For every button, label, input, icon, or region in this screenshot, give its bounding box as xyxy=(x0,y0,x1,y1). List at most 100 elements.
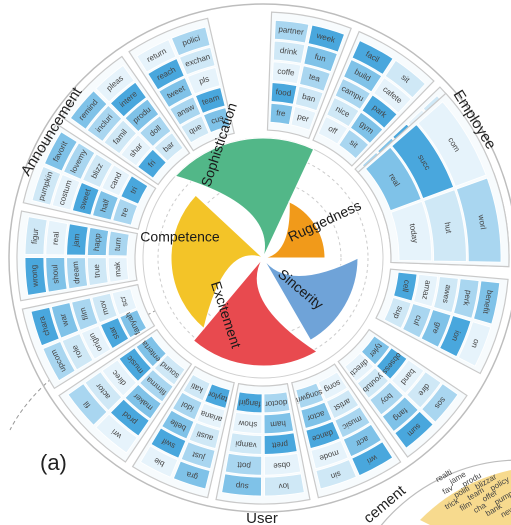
cluster-word: tri xyxy=(128,185,139,195)
cluster-word: just xyxy=(190,449,206,462)
word-cell xyxy=(263,452,302,476)
word-cell xyxy=(270,82,298,105)
word-cell xyxy=(158,77,193,108)
word-cell xyxy=(338,128,370,160)
word-cell xyxy=(457,321,492,367)
word-cell xyxy=(290,106,317,131)
word-cluster: facilsitbuildcafetecampuparknicegymoffsi… xyxy=(312,30,435,167)
word-cell xyxy=(453,278,480,319)
word-cluster: wrisinactrmodemusicdanceartistactorsongs… xyxy=(291,363,402,499)
word-cell xyxy=(300,401,333,429)
word-cell xyxy=(67,383,108,426)
word-cell xyxy=(69,90,108,130)
word-cell xyxy=(112,197,138,226)
word-cell xyxy=(103,119,138,155)
word-cell xyxy=(224,452,263,476)
word-cell xyxy=(150,427,187,459)
cluster-word: tea xyxy=(308,72,322,84)
cluster-frame xyxy=(337,328,468,458)
word-cell xyxy=(147,58,185,91)
word-cell xyxy=(315,459,357,490)
word-cell xyxy=(24,257,47,296)
word-cell xyxy=(421,383,459,423)
cluster-word: vampi xyxy=(235,439,257,450)
word-cell xyxy=(351,40,394,75)
cluster-word: figur xyxy=(30,228,40,245)
cluster-word: half xyxy=(99,197,112,213)
cluster-word: film xyxy=(78,306,90,321)
word-cell xyxy=(369,381,404,416)
word-cell xyxy=(95,64,135,103)
word-cell xyxy=(118,347,152,382)
word-cell xyxy=(87,227,110,256)
word-cell xyxy=(342,423,382,458)
cluster-word: hut xyxy=(443,222,454,235)
word-cell xyxy=(393,271,418,302)
word-cell xyxy=(84,371,123,412)
word-cell xyxy=(307,24,345,53)
word-cell xyxy=(124,98,160,133)
word-cell xyxy=(139,115,172,147)
word-cell xyxy=(44,131,78,172)
word-cell xyxy=(235,391,263,414)
word-cell xyxy=(139,445,179,478)
cluster-word: show xyxy=(238,419,258,430)
word-cell xyxy=(187,66,221,95)
word-cluster: lov sup obse pott prett vampi ham show doctorfan… xyxy=(215,382,311,505)
cluster-word: pott xyxy=(236,460,251,470)
word-cell xyxy=(228,432,263,455)
word-cluster: returnpolicireachexchantweetplsanswteamq… xyxy=(128,17,235,152)
word-cell xyxy=(66,223,89,256)
cluster-word: obse xyxy=(272,460,291,471)
word-cell xyxy=(109,81,147,118)
word-cell xyxy=(269,102,294,126)
word-cell xyxy=(473,280,501,325)
cluster-word: wrong xyxy=(29,265,40,288)
word-cell xyxy=(356,367,390,399)
word-cell xyxy=(139,369,174,403)
word-cell xyxy=(180,115,210,144)
word-cell xyxy=(109,398,150,437)
word-cell xyxy=(264,473,305,497)
word-cell xyxy=(439,315,472,358)
word-cell xyxy=(82,153,113,188)
word-cell xyxy=(42,341,76,382)
cluster-word: awes xyxy=(441,284,453,304)
word-cell xyxy=(360,335,391,366)
word-cell xyxy=(24,216,48,255)
cluster-word: ion xyxy=(450,329,462,342)
word-cell xyxy=(202,107,231,133)
cluster-word: cell xyxy=(400,279,411,293)
word-cell xyxy=(171,26,211,57)
word-cell xyxy=(305,420,341,450)
word-cell xyxy=(373,77,412,114)
cluster-word: sup xyxy=(235,481,249,491)
word-cell xyxy=(86,104,123,142)
word-cell xyxy=(295,382,325,409)
word-cell xyxy=(455,177,502,263)
word-cell xyxy=(66,257,89,290)
word-cell xyxy=(95,413,138,454)
cluster-word: per xyxy=(296,112,310,124)
word-cell xyxy=(384,59,426,99)
cluster-word: doctor xyxy=(264,398,287,409)
word-cell xyxy=(153,132,184,162)
cluster-word: mak xyxy=(112,260,122,277)
cluster-word: dream xyxy=(71,261,82,285)
petal-ruggedness xyxy=(262,201,326,259)
word-cell xyxy=(137,148,167,179)
cluster-word: scr xyxy=(118,295,130,308)
word-cell xyxy=(188,422,221,450)
cluster-word: partner xyxy=(278,25,305,37)
word-cell xyxy=(271,61,302,85)
word-cell xyxy=(63,142,96,180)
cluster-word: fun xyxy=(314,52,327,64)
cluster-word: gra xyxy=(185,469,199,481)
word-cell xyxy=(180,441,216,470)
cluster-word: jam xyxy=(71,233,81,248)
word-cell xyxy=(391,124,455,200)
word-cell xyxy=(120,175,149,205)
cluster-word: sin xyxy=(330,469,343,481)
